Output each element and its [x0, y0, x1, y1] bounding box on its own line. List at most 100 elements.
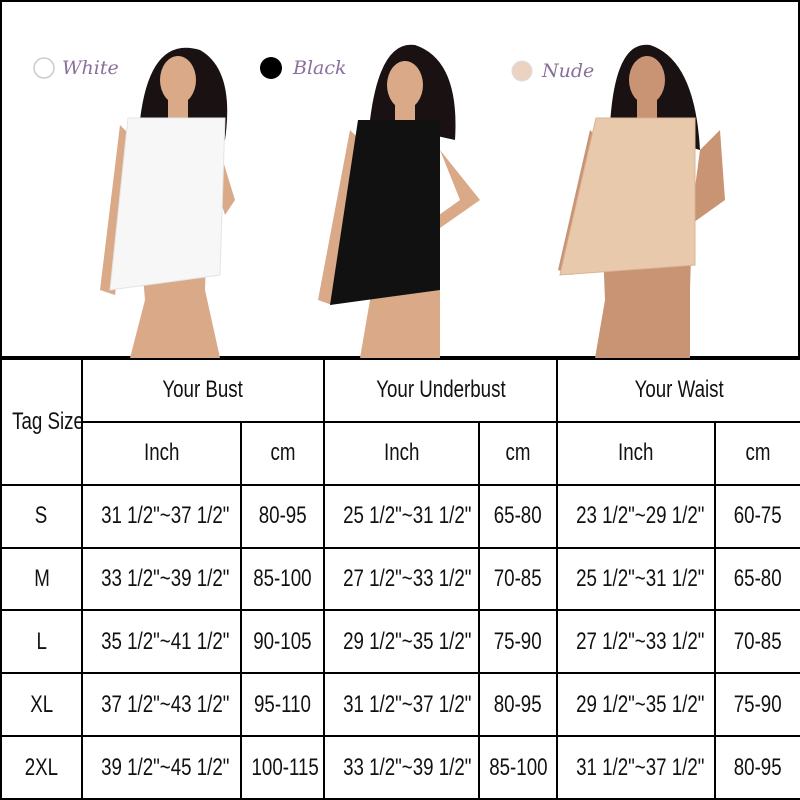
table-cell: XL	[0, 672, 83, 738]
swatch-label: White	[62, 57, 119, 79]
table-cell: 37 1/2"~43 1/2"	[81, 672, 242, 738]
model	[558, 44, 725, 358]
table-row: Inch cm Inch cm Inch cm	[1, 420, 800, 486]
group-header: Your Bust	[162, 376, 244, 404]
table-cell: 80-95	[240, 483, 325, 549]
table-row: 2XL 39 1/2"~45 1/2" 100-115 33 1/2"~39 1/2"…	[0, 735, 800, 800]
size-label: XL	[30, 690, 53, 718]
size-label: M	[33, 564, 50, 592]
group-header: Your Waist	[634, 376, 724, 404]
table-cell: 25 1/2"~31 1/2"	[323, 483, 480, 549]
measurement: 85-100	[488, 753, 548, 781]
table-cell: 90-105	[240, 609, 325, 675]
measurement: 85-100	[253, 564, 312, 592]
table-row: M 33 1/2"~39 1/2" 85-100 27 1/2"~33 1/2" 70-…	[0, 546, 800, 612]
table-cell: cm	[240, 420, 325, 486]
table-cell: 39 1/2"~45 1/2"	[81, 735, 242, 800]
size-label: S	[35, 502, 48, 530]
model	[318, 44, 480, 358]
measurement: 29 1/2"~35 1/2"	[576, 690, 705, 718]
measurement: 27 1/2"~33 1/2"	[343, 564, 472, 592]
table-cell: 29 1/2"~35 1/2"	[323, 609, 480, 675]
table-cell: 29 1/2"~35 1/2"	[556, 672, 717, 738]
table-cell: 31 1/2"~37 1/2"	[323, 672, 480, 738]
table-cell: 33 1/2"~39 1/2"	[323, 735, 480, 800]
table-cell: cm	[477, 420, 559, 486]
table-cell: 31 1/2"~37 1/2"	[81, 483, 242, 549]
group-header: Your Underbust	[375, 376, 506, 404]
measurement: 31 1/2"~37 1/2"	[576, 753, 705, 781]
measurement: 29 1/2"~35 1/2"	[343, 627, 472, 655]
table-cell: 65-80	[714, 546, 800, 612]
table-cell: Your Waist	[556, 358, 800, 423]
table-cell: 2XL	[0, 735, 83, 800]
table-cell: M	[0, 546, 83, 612]
size-table: Tag Size Your Bust Your Underbust Your Wais…	[0, 358, 800, 800]
table-row: Tag Size Your Bust Your Underbust Your Wais…	[0, 358, 800, 486]
table-cell: S	[0, 483, 83, 549]
measurement: 75-90	[734, 690, 782, 718]
measurement: 39 1/2"~45 1/2"	[101, 753, 230, 781]
table-row: XL 37 1/2"~43 1/2" 95-110 31 1/2"~37 1/2" 80…	[0, 672, 800, 738]
measurement: 65-80	[734, 564, 782, 592]
table-cell: 75-90	[714, 672, 800, 738]
measurement: 23 1/2"~29 1/2"	[576, 502, 705, 530]
measurement: 65-80	[494, 502, 542, 530]
table-cell: 70-85	[477, 546, 559, 612]
table-cell: 85-100	[477, 735, 559, 800]
table-cell: 80-95	[477, 672, 559, 738]
size-label: L	[36, 627, 47, 655]
table-cell: 75-90	[477, 609, 559, 675]
model	[100, 47, 235, 358]
table-cell: Your Underbust	[322, 358, 559, 423]
unit-header: Inch	[143, 439, 180, 467]
table-cell: 100-115	[240, 735, 325, 800]
measurement: 80-95	[494, 690, 542, 718]
table-cell: 35 1/2"~41 1/2"	[81, 609, 242, 675]
table-cell: cm	[714, 420, 800, 486]
swatch-black	[260, 57, 282, 79]
measurement: 25 1/2"~31 1/2"	[576, 564, 705, 592]
table-cell: Inch	[556, 420, 717, 486]
table-cell: 80-95	[714, 735, 800, 800]
table-cell: 33 1/2"~39 1/2"	[81, 546, 242, 612]
measurement: 80-95	[258, 502, 307, 530]
table-cell: 27 1/2"~33 1/2"	[556, 609, 717, 675]
measurement: 25 1/2"~31 1/2"	[343, 502, 472, 530]
measurement: 31 1/2"~37 1/2"	[101, 502, 230, 530]
table-cell: L	[0, 609, 83, 675]
unit-header: cm	[505, 439, 531, 467]
measurement: 70-85	[734, 627, 782, 655]
size-label: 2XL	[24, 753, 59, 781]
table-cell: 70-85	[714, 609, 800, 675]
measurement: 27 1/2"~33 1/2"	[576, 627, 705, 655]
swatch-nude	[511, 60, 533, 82]
measurement: 33 1/2"~39 1/2"	[101, 564, 230, 592]
measurement: 75-90	[494, 627, 542, 655]
unit-header: cm	[745, 439, 771, 467]
swatch-white	[33, 57, 55, 79]
measurement: 60-75	[734, 502, 782, 530]
table-cell: 60-75	[714, 483, 800, 549]
header-cell: Tag Size	[12, 407, 82, 435]
measurement: 100-115	[251, 753, 319, 781]
measurement: 33 1/2"~39 1/2"	[343, 753, 472, 781]
swatch-label: Black	[292, 57, 347, 79]
unit-header: Inch	[383, 439, 420, 467]
table-row: S 31 1/2"~37 1/2" 80-95 25 1/2"~31 1/2" 65-8…	[0, 483, 800, 549]
swatch-label: Nude	[541, 60, 594, 82]
unit-header: cm	[270, 439, 295, 467]
table-cell: 25 1/2"~31 1/2"	[556, 546, 717, 612]
table-row: L 35 1/2"~41 1/2" 90-105 29 1/2"~35 1/2" 75-…	[0, 609, 800, 675]
table-cell: 85-100	[240, 546, 325, 612]
product-photo: White Black Nude	[0, 0, 800, 358]
measurement: 80-95	[734, 753, 782, 781]
table-cell: Your Bust	[81, 358, 325, 423]
table-cell: Inch	[81, 420, 242, 486]
measurement: 70-85	[494, 564, 542, 592]
table-cell: 23 1/2"~29 1/2"	[556, 483, 717, 549]
table-cell: 27 1/2"~33 1/2"	[323, 546, 480, 612]
table-cell: Inch	[323, 420, 480, 486]
table-cell: 31 1/2"~37 1/2"	[556, 735, 717, 800]
